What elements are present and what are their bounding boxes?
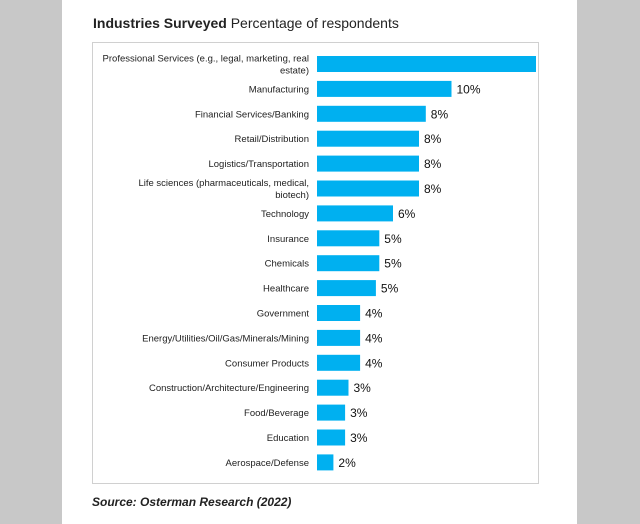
category-label: Insurance	[267, 234, 309, 245]
value-label: 6%	[398, 207, 416, 221]
category-label: Education	[267, 433, 309, 444]
category-label: Food/Beverage	[244, 408, 309, 419]
value-label: 3%	[350, 406, 368, 420]
bar	[317, 305, 361, 321]
chart-subtitle: Percentage of respondents	[230, 15, 399, 31]
value-label: 3%	[350, 431, 368, 445]
category-label: Consumer Products	[225, 358, 309, 369]
bar	[317, 255, 380, 272]
value-label: 4%	[365, 331, 383, 345]
category-label: Manufacturing	[249, 84, 309, 95]
category-label: Life sciences (pharmaceuticals, medical,…	[138, 178, 309, 201]
category-label: Logistics/Transportation	[208, 159, 309, 170]
bar	[317, 105, 426, 122]
bar	[317, 80, 452, 97]
category-label: Chemicals	[265, 259, 310, 270]
value-label: 10%	[457, 82, 481, 96]
bar	[317, 429, 346, 446]
value-label: 8%	[424, 157, 442, 171]
bar	[317, 379, 349, 396]
bar	[317, 130, 419, 147]
value-label: 8%	[431, 107, 449, 121]
category-label: Professional Services (e.g., legal, mark…	[103, 54, 309, 77]
report-page: Industries Surveyed Percentage of respon…	[62, 0, 577, 524]
chart-frame: 16%Professional Services (e.g., legal, m…	[92, 42, 539, 484]
value-label: 5%	[384, 232, 402, 246]
bar	[317, 56, 536, 72]
bar	[317, 454, 334, 471]
chart-title-bold: Industries Surveyed	[93, 15, 227, 31]
category-label: Retail/Distribution	[235, 134, 309, 145]
chart-title: Industries Surveyed Percentage of respon…	[93, 15, 399, 31]
value-label: 3%	[354, 381, 372, 395]
source-note: Source: Osterman Research (2022)	[92, 495, 292, 509]
bar	[317, 404, 346, 421]
value-label: 4%	[365, 356, 383, 370]
category-label: Construction/Architecture/Engineering	[149, 383, 309, 394]
bar	[317, 280, 376, 297]
bar-chart: 16%Professional Services (e.g., legal, m…	[103, 54, 536, 471]
value-label: 2%	[338, 456, 356, 470]
category-label: Financial Services/Banking	[195, 109, 309, 120]
category-label: Healthcare	[263, 284, 309, 295]
category-label: Technology	[261, 209, 309, 220]
value-label: 5%	[384, 257, 402, 271]
category-label: Aerospace/Defense	[226, 458, 309, 469]
bar	[317, 205, 393, 222]
bar	[317, 230, 380, 247]
bar	[317, 354, 361, 371]
bar	[317, 180, 419, 197]
bar	[317, 329, 361, 346]
category-label: Government	[257, 309, 310, 320]
value-label: 8%	[424, 132, 442, 146]
value-label: 5%	[381, 282, 399, 296]
bar	[317, 155, 419, 172]
value-label: 4%	[365, 307, 383, 321]
category-label: Energy/Utilities/Oil/Gas/Minerals/Mining	[142, 333, 309, 344]
value-label: 8%	[424, 182, 442, 196]
